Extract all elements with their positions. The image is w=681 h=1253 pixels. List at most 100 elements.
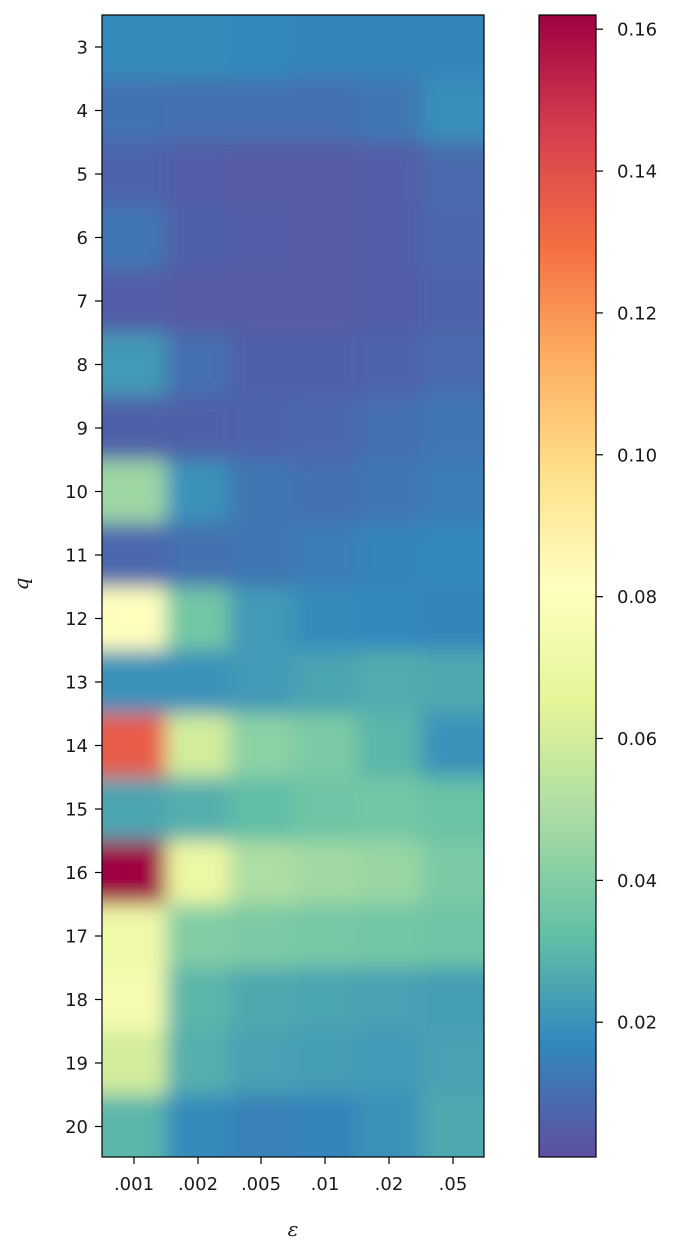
heatmap-cell xyxy=(229,142,294,207)
heatmap-cell xyxy=(293,15,358,80)
x-tick-label: .002 xyxy=(178,1174,218,1195)
heatmap-cell xyxy=(421,586,484,651)
heatmap-cell xyxy=(166,777,231,842)
heatmap-plot-area xyxy=(101,14,485,1158)
y-tick-label: 6 xyxy=(77,228,88,249)
heatmap-cell xyxy=(357,269,422,334)
heatmap-cell xyxy=(229,1031,294,1096)
heatmap-cell xyxy=(421,269,484,334)
heatmap-cells xyxy=(102,15,484,1157)
plot-frame xyxy=(101,14,485,1158)
colorbar-ticks: 0.02 0.04 0.06 0.08 0.10 0.12 0.14 0.16 xyxy=(596,20,657,1034)
heatmap-cell xyxy=(229,15,294,80)
heatmap-cell xyxy=(102,205,167,270)
heatmap-cell xyxy=(102,840,167,905)
heatmap-cell xyxy=(357,840,422,905)
heatmap-cell xyxy=(357,967,422,1032)
colorbar-tick-label: 0.08 xyxy=(617,587,657,608)
heatmap-cell xyxy=(357,205,422,270)
heatmap-cell xyxy=(229,904,294,969)
heatmap-cell xyxy=(293,650,358,715)
heatmap-cell xyxy=(421,650,484,715)
y-axis-label: q xyxy=(9,578,33,591)
x-axis: .001 .002 .005 .01 .02 .05 xyxy=(114,1157,467,1195)
heatmap-cell xyxy=(102,78,167,143)
heatmap-cell xyxy=(421,713,484,778)
heatmap-cell xyxy=(293,840,358,905)
heatmap-cell xyxy=(102,904,167,969)
heatmap-cell xyxy=(166,713,231,778)
heatmap-cell xyxy=(357,142,422,207)
heatmap-cell xyxy=(421,78,484,143)
heatmap-cell xyxy=(293,205,358,270)
heatmap-cell xyxy=(357,777,422,842)
colorbar-tick-label: 0.12 xyxy=(617,303,657,324)
y-tick-label: 7 xyxy=(77,292,88,313)
heatmap-cell xyxy=(166,840,231,905)
heatmap-cell xyxy=(229,777,294,842)
heatmap-cell xyxy=(357,332,422,397)
heatmap-cell xyxy=(102,142,167,207)
heatmap-cell xyxy=(421,523,484,588)
y-tick-label: 18 xyxy=(65,990,88,1011)
heatmap-cell xyxy=(166,15,231,80)
heatmap-cell xyxy=(421,396,484,461)
heatmap-cell xyxy=(166,904,231,969)
heatmap-cell xyxy=(166,650,231,715)
heatmap-cell xyxy=(421,1094,484,1157)
heatmap-cell xyxy=(102,586,167,651)
heatmap-cell xyxy=(293,269,358,334)
x-tick-label: .005 xyxy=(241,1174,281,1195)
heatmap-cell xyxy=(166,586,231,651)
heatmap-cell xyxy=(357,15,422,80)
heatmap-cell xyxy=(293,1031,358,1096)
y-tick-label: 16 xyxy=(65,863,88,884)
heatmap-cell xyxy=(229,396,294,461)
heatmap-cell xyxy=(229,650,294,715)
heatmap-cell xyxy=(357,1094,422,1157)
heatmap-cell xyxy=(102,967,167,1032)
heatmap-cell xyxy=(357,396,422,461)
heatmap-cell xyxy=(166,967,231,1032)
colorbar-tick-label: 0.10 xyxy=(617,445,657,466)
colorbar: 0.02 0.04 0.06 0.08 0.10 0.12 0.14 0.16 xyxy=(538,14,657,1158)
heatmap-cell xyxy=(102,777,167,842)
heatmap-cell xyxy=(166,205,231,270)
heatmap-cell xyxy=(421,332,484,397)
heatmap-cell xyxy=(293,586,358,651)
colorbar-tick-label: 0.14 xyxy=(617,162,657,183)
y-axis: 3 4 5 6 7 8 9 10 11 12 13 14 15 16 17 18 19 20 xyxy=(65,38,102,1138)
heatmap-cell xyxy=(421,777,484,842)
y-tick-label: 20 xyxy=(65,1117,88,1138)
heatmap-cell xyxy=(293,459,358,524)
heatmap-cell xyxy=(102,15,167,80)
heatmap-cell xyxy=(229,713,294,778)
heatmap-cell xyxy=(166,269,231,334)
y-tick-label: 15 xyxy=(65,800,88,821)
heatmap-cell xyxy=(293,713,358,778)
x-tick-label: .05 xyxy=(439,1174,468,1195)
y-tick-label: 9 xyxy=(77,419,88,440)
heatmap-cell xyxy=(357,586,422,651)
heatmap-cell xyxy=(229,205,294,270)
colorbar-tick-label: 0.06 xyxy=(617,729,657,750)
heatmap-cell xyxy=(293,396,358,461)
heatmap-cell xyxy=(166,396,231,461)
heatmap-cell xyxy=(166,78,231,143)
heatmap-cell xyxy=(229,1094,294,1157)
y-tick-label: 10 xyxy=(65,482,88,503)
heatmap-cell xyxy=(229,332,294,397)
heatmap-cell xyxy=(293,332,358,397)
heatmap-cell xyxy=(357,523,422,588)
heatmap-cell xyxy=(166,459,231,524)
heatmap-cell xyxy=(421,1031,484,1096)
heatmap-cell xyxy=(421,142,484,207)
y-tick-label: 12 xyxy=(65,609,88,630)
heatmap-cell xyxy=(421,15,484,80)
heatmap-cell xyxy=(357,713,422,778)
heatmap-cell xyxy=(166,1094,231,1157)
heatmap-cell xyxy=(102,459,167,524)
heatmap-cell xyxy=(293,967,358,1032)
y-tick-label: 19 xyxy=(65,1054,88,1075)
y-tick-label: 17 xyxy=(65,927,88,948)
